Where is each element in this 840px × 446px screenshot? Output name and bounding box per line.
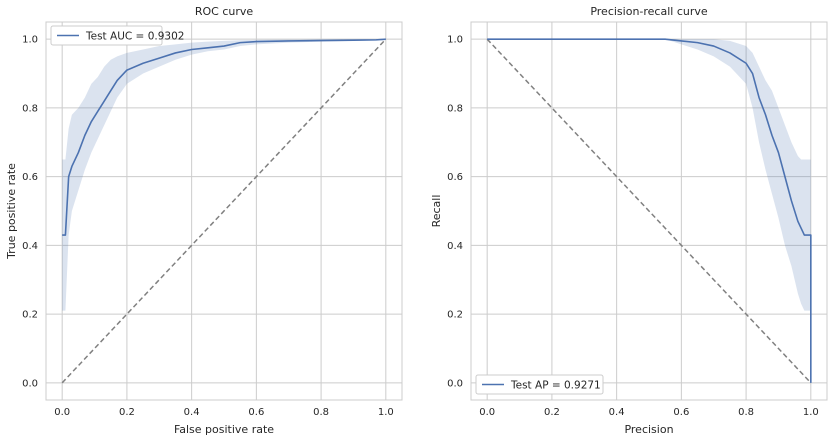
x-tick-label: 0.2 xyxy=(119,407,135,418)
roc-chart: 0.0 0.2 0.4 0.6 0.8 1.0 0.0 0.2 0.4 0.6 0.8 1.0 ROC… xyxy=(5,5,403,436)
y-tick-label: 0.0 xyxy=(447,378,463,389)
x-tick-label: 0.6 xyxy=(673,407,689,418)
legend-box xyxy=(50,25,163,46)
x-tick-label: 0.4 xyxy=(184,407,200,418)
x-tick-label: 0.8 xyxy=(313,407,329,418)
series-line xyxy=(62,38,386,236)
tick-labels: 0.0 0.2 0.4 0.6 0.8 1.0 0.0 0.2 0.4 0.6 0.8 1.0 xyxy=(22,35,394,418)
legend-box xyxy=(475,374,604,395)
tick-labels: 0.0 0.2 0.4 0.6 0.8 1.0 0.0 0.2 0.4 0.6 0.8 1.0 xyxy=(447,35,819,418)
reference-line xyxy=(61,38,387,384)
y-tick-label: 0.2 xyxy=(447,310,463,321)
y-tick-label: 0.6 xyxy=(22,172,38,183)
chart-title: Precision-recall curve xyxy=(590,5,708,18)
y-tick-label: 0.6 xyxy=(447,172,463,183)
diagonal-reference-line xyxy=(486,38,812,384)
x-tick-label: 1.0 xyxy=(378,407,394,418)
legend: Test AP = 0.9271 xyxy=(475,374,604,395)
x-axis-label: Precision xyxy=(624,423,673,436)
x-axis-label: False positive rate xyxy=(174,423,274,436)
y-axis-label: True positive rate xyxy=(5,163,18,260)
y-tick-label: 1.0 xyxy=(22,35,38,46)
series-line xyxy=(487,38,812,383)
legend: Test AUC = 0.9302 xyxy=(50,25,184,46)
x-tick-label: 0.6 xyxy=(248,407,264,418)
series-lines xyxy=(487,38,812,383)
y-tick-label: 0.0 xyxy=(22,378,38,389)
chart-title: ROC curve xyxy=(195,5,254,18)
diagonal-reference-line xyxy=(61,38,387,384)
x-tick-label: 1.0 xyxy=(803,407,819,418)
x-tick-label: 0.0 xyxy=(54,407,70,418)
precision-recall-chart: 0.0 0.2 0.4 0.6 0.8 1.0 0.0 0.2 0.4 0.6 0.8 1.0 Pre… xyxy=(430,5,828,436)
y-tick-label: 0.8 xyxy=(22,103,38,114)
y-tick-label: 0.4 xyxy=(22,241,38,252)
reference-line xyxy=(486,38,812,384)
x-tick-label: 0.8 xyxy=(738,407,754,418)
y-tick-label: 1.0 xyxy=(447,35,463,46)
y-tick-label: 0.8 xyxy=(447,103,463,114)
y-axis-label: Recall xyxy=(430,195,443,228)
grid-lines xyxy=(46,22,402,400)
legend-entry: Test AUC = 0.9302 xyxy=(85,31,184,43)
x-tick-label: 0.0 xyxy=(479,407,495,418)
y-tick-label: 0.4 xyxy=(447,241,463,252)
y-tick-label: 0.2 xyxy=(22,310,38,321)
x-tick-label: 0.2 xyxy=(544,407,560,418)
legend-entry: Test AP = 0.9271 xyxy=(510,380,601,392)
x-tick-label: 0.4 xyxy=(609,407,625,418)
series-lines xyxy=(62,38,386,236)
